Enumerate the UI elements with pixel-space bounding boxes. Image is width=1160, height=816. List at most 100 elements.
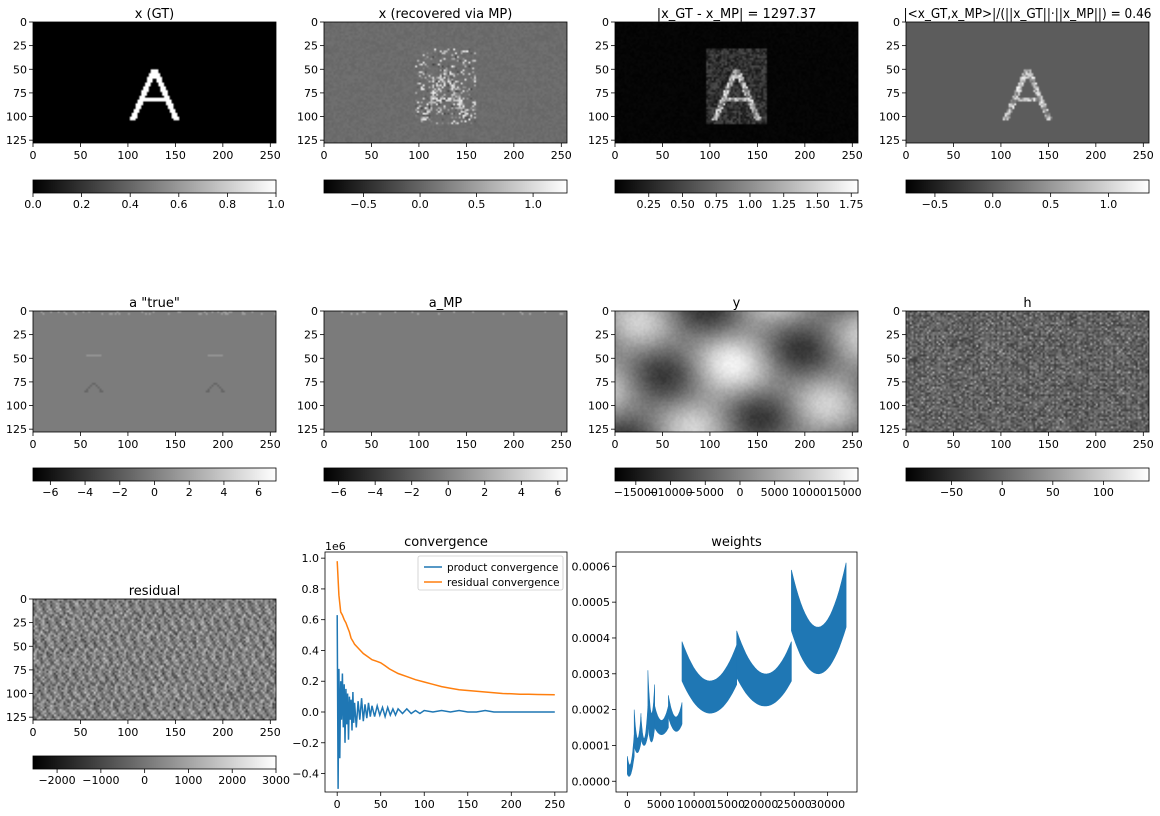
- y-tick-label: 25: [595, 40, 609, 53]
- y-tick-label: 50: [886, 63, 900, 76]
- y-tick-label: 75: [13, 376, 27, 389]
- y-tick-label: 25: [13, 329, 27, 342]
- x-tick-label: 0: [30, 149, 37, 162]
- colorbar-tick-label: 0.5: [1042, 198, 1060, 211]
- y-tick-label: 125: [879, 423, 900, 436]
- x-tick-label: 15000: [710, 798, 745, 811]
- x-tick-label: 100: [699, 149, 720, 162]
- x-tick-label: 30000: [810, 798, 845, 811]
- heatmap-panel: |<x_GT,x_MP>|/(||x_GT||·||x_MP||) = 0.46…: [879, 7, 1154, 211]
- x-tick-label: 50: [364, 438, 378, 451]
- y-tick-label: 75: [886, 376, 900, 389]
- weights-band-3: [647, 670, 656, 743]
- y-tick-label: 0: [602, 305, 609, 318]
- y-tick-label: 0: [20, 16, 27, 29]
- heatmap-image: [324, 22, 567, 143]
- y-tick-label: 0.0001: [572, 739, 611, 752]
- colorbar-tick-label: −2000: [38, 774, 75, 787]
- colorbar-tick-label: 0.0: [24, 198, 42, 211]
- weights-band-2: [640, 705, 649, 746]
- x-tick-label: 50: [655, 438, 669, 451]
- x-tick-label: 150: [456, 438, 477, 451]
- y-tick-label: 0: [893, 16, 900, 29]
- y-tick-label: 100: [879, 111, 900, 124]
- convergence-panel: convergence 1e6 0 50 100 150 200 250 −0.4 −0.2 0.0…: [292, 535, 568, 811]
- x-tick-label: 100: [414, 798, 435, 811]
- colorbar-tick-label: 1.75: [839, 198, 864, 211]
- x-tick-label: 100: [408, 438, 429, 451]
- y-tick-label: 75: [304, 376, 318, 389]
- colorbar-tick-label: 2: [186, 486, 193, 499]
- y-tick-label: 0: [893, 305, 900, 318]
- colorbar-tick-label: 0.8: [219, 198, 237, 211]
- colorbar-tick-label: −6: [42, 486, 58, 499]
- colorbar-tick-label: 100: [1093, 486, 1114, 499]
- x-tick-label: 100: [990, 438, 1011, 451]
- panel-title: y: [733, 296, 741, 311]
- x-tick-label: 200: [212, 726, 233, 739]
- colorbar-tick-label: 1.00: [738, 198, 763, 211]
- axes-frame: [615, 551, 858, 793]
- x-tick-label: 250: [1133, 438, 1154, 451]
- axes-frame: [324, 551, 568, 793]
- colorbar-tick-label: 0: [445, 486, 452, 499]
- colorbar-tick-label: 0.0: [984, 198, 1002, 211]
- y-tick-label: 50: [13, 352, 27, 365]
- x-tick-label: 100: [990, 149, 1011, 162]
- x-tick-label: 200: [1085, 438, 1106, 451]
- colorbar-tick-label: 0.25: [637, 198, 662, 211]
- colorbar-tick-label: −0.5: [922, 198, 949, 211]
- y-tick-label: −0.2: [292, 737, 319, 750]
- x-tick-label: 0: [30, 438, 37, 451]
- y-tick-label: 125: [6, 423, 27, 436]
- y-tick-label: 50: [304, 63, 318, 76]
- colorbar-tick-label: 0.0: [411, 198, 429, 211]
- axes-frame: [32, 21, 277, 144]
- x-tick-label: 150: [457, 798, 478, 811]
- panel-title: |x_GT - x_MP| = 1297.37: [657, 7, 817, 22]
- colorbar-tick-label: 4: [220, 486, 227, 499]
- y-tick-label: 0.0004: [572, 632, 611, 645]
- heatmap-image: [33, 22, 276, 143]
- x-tick-label: 0: [612, 149, 619, 162]
- colorbar-tick-label: −6: [331, 486, 347, 499]
- axes-frame: [323, 310, 568, 433]
- colorbar-tick-label: 0.2: [73, 198, 91, 211]
- x-tick-label: 100: [117, 149, 138, 162]
- colorbar-tick-label: 0.50: [670, 198, 695, 211]
- colorbar-tick-label: −4: [77, 486, 93, 499]
- x-tick-label: 150: [165, 726, 186, 739]
- colorbar-tick-label: 4: [518, 486, 525, 499]
- x-tick-label: 25000: [777, 798, 812, 811]
- y-tick-label: 0.4: [302, 644, 320, 657]
- x-tick-label: 200: [212, 149, 233, 162]
- y-tick-label: 25: [304, 329, 318, 342]
- colorbar-tick-label: 0: [141, 774, 148, 787]
- x-tick-label: 250: [551, 149, 572, 162]
- colorbar-tick-label: 0.5: [468, 198, 486, 211]
- x-tick-label: 0: [624, 798, 631, 811]
- y-tick-label: 0.2: [302, 675, 320, 688]
- x-tick-label: 150: [456, 149, 477, 162]
- x-tick-label: 50: [946, 438, 960, 451]
- panel-title: a_MP: [429, 296, 463, 311]
- x-tick-label: 150: [1038, 149, 1059, 162]
- x-tick-label: 50: [374, 798, 388, 811]
- colorbar: [323, 179, 568, 194]
- colorbar-tick-label: −0.5: [350, 198, 377, 211]
- y-tick-label: −0.4: [292, 768, 319, 781]
- colorbar-tick-label: 3000: [262, 774, 290, 787]
- y-tick-label: 100: [6, 400, 27, 413]
- x-tick-label: 250: [842, 149, 863, 162]
- legend: [417, 555, 564, 591]
- y-tick-label: 25: [886, 329, 900, 342]
- x-tick-label: 250: [551, 438, 572, 451]
- x-tick-label: 5000: [647, 798, 675, 811]
- colorbar-tick-label: 1.0: [1100, 198, 1118, 211]
- series-line-1: [336, 561, 555, 696]
- weights-band-7: [736, 630, 792, 707]
- y-tick-label: 100: [588, 111, 609, 124]
- y-tick-label: 75: [304, 87, 318, 100]
- panel-title: a "true": [129, 296, 180, 311]
- colorbar-tick-label: −2: [112, 486, 128, 499]
